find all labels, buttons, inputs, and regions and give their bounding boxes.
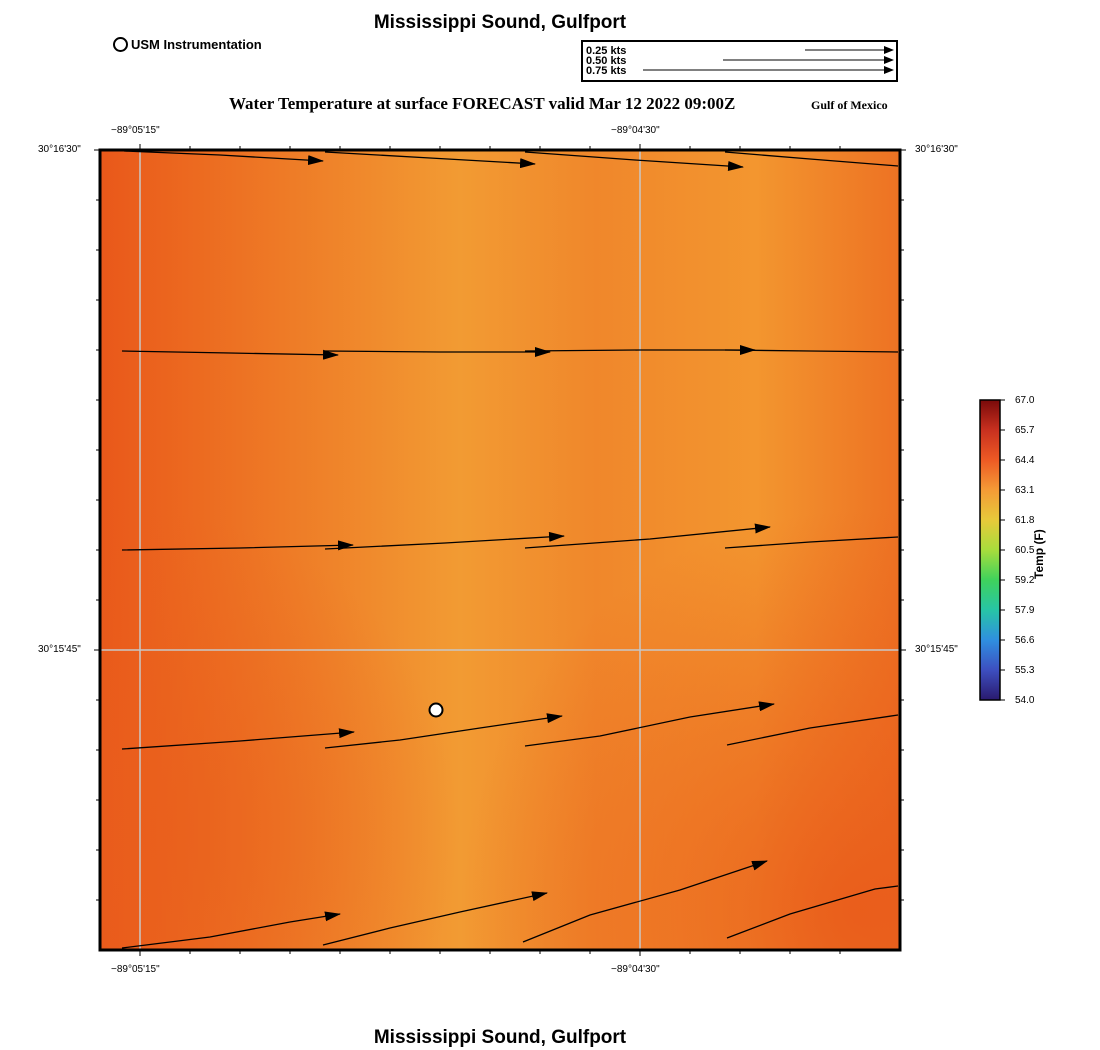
- colorbar-tick-label: 59.2: [1015, 575, 1035, 586]
- vector-legend-label: 0.75 kts: [586, 65, 627, 77]
- current-arrow: [324, 151, 536, 169]
- current-arrow: [726, 714, 899, 746]
- station-marker-icon: [113, 37, 128, 52]
- left-lat-label: 30°16'30": [38, 144, 81, 155]
- top-lon-label: −89°05'15": [111, 125, 160, 136]
- current-arrow: [524, 523, 771, 549]
- map-frame: [98, 148, 902, 952]
- colorbar: [979, 399, 1005, 701]
- colorbar-tick-label: 67.0: [1015, 395, 1035, 406]
- colorbar-tick-label: 60.5: [1015, 545, 1035, 556]
- usm-station-marker: [428, 702, 444, 718]
- colorbar-tick-label: 57.9: [1015, 605, 1035, 616]
- colorbar-tick-label: 54.0: [1015, 695, 1035, 706]
- map-title: Water Temperature at surface FORECAST va…: [229, 94, 736, 113]
- region-label: Gulf of Mexico: [811, 98, 888, 112]
- vector-legend-label: 0.50 kts: [586, 55, 627, 67]
- current-arrow: [121, 349, 339, 360]
- right-lat-label: 30°15'45": [915, 644, 958, 655]
- vector-legend-arrows: [643, 46, 894, 74]
- current-arrow: [724, 536, 899, 549]
- right-lat-label: 30°16'30": [915, 144, 958, 155]
- current-arrow: [123, 150, 324, 166]
- colorbar-title: Temp (F): [1032, 529, 1046, 579]
- current-arrow: [524, 151, 744, 172]
- colorbar-scale: [979, 399, 1001, 701]
- current-arrow: [522, 860, 768, 943]
- top-lon-label: −89°04'30": [611, 125, 660, 136]
- current-arrow: [121, 540, 354, 551]
- vector-scale-legend: 0.25 kts 0.50 kts 0.75 kts: [581, 40, 898, 82]
- current-arrow: [726, 885, 899, 939]
- colorbar-tick-label: 65.7: [1015, 425, 1035, 436]
- colorbar-tick-label: 55.3: [1015, 665, 1035, 676]
- bottom-lon-label: −89°04'30": [611, 964, 660, 975]
- usm-legend-label: USM Instrumentation: [131, 37, 262, 52]
- footer-title: Mississippi Sound, Gulfport: [373, 1027, 627, 1048]
- colorbar-tick-label: 61.8: [1015, 515, 1035, 526]
- current-arrow: [724, 349, 899, 353]
- current-arrow: [324, 713, 563, 749]
- current-arrow: [524, 701, 775, 747]
- bottom-lon-label: −89°05'15": [111, 964, 160, 975]
- vector-legend-label: 0.25 kts: [586, 45, 627, 57]
- current-arrow: [524, 345, 756, 355]
- left-lat-label: 30°15'45": [38, 644, 81, 655]
- current-vectors: [121, 150, 899, 949]
- current-arrow: [324, 347, 551, 357]
- colorbar-tick-label: 63.1: [1015, 485, 1035, 496]
- current-arrow: [324, 531, 565, 550]
- current-arrow: [322, 891, 548, 946]
- current-arrow: [121, 911, 341, 949]
- current-arrow: [724, 151, 899, 167]
- usm-legend: USM Instrumentation: [113, 37, 262, 52]
- colorbar-tick-label: 64.4: [1015, 455, 1035, 466]
- colorbar-tick-label: 56.6: [1015, 635, 1035, 646]
- page-title: Mississippi Sound, Gulfport: [373, 12, 627, 33]
- current-arrow: [121, 728, 355, 750]
